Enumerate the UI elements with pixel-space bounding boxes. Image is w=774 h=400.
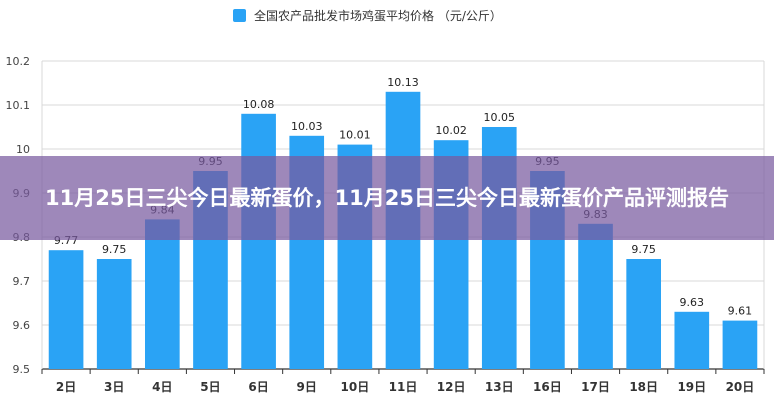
data-label: 9.75 [102, 243, 127, 256]
bar [48, 250, 84, 369]
x-tick-label: 20日 [726, 380, 755, 394]
x-tick-label: 10日 [341, 380, 370, 394]
data-label: 10.13 [387, 76, 419, 89]
legend-label: 全国农产品批发市场鸡蛋平均价格 （元/公斤） [254, 8, 502, 23]
data-label: 10.08 [243, 98, 275, 111]
data-label: 10.03 [291, 120, 323, 133]
y-tick-label: 9.6 [13, 319, 31, 332]
bar [626, 259, 661, 369]
y-tick-label: 10 [16, 143, 30, 156]
legend-swatch [233, 9, 246, 22]
data-label: 10.01 [339, 129, 371, 142]
y-tick-label: 9.7 [13, 275, 31, 288]
x-tick-label: 18日 [629, 380, 658, 394]
x-tick-label: 13日 [485, 380, 514, 394]
bar [241, 113, 276, 369]
x-axis-ticks: 2日 3日 4日 5日 6日 9日 10日 11日 12日 13日 16日 17日 18日 19日 20日 [41, 369, 765, 394]
y-tick-label: 9.5 [13, 363, 31, 376]
bar [96, 259, 132, 369]
data-label: 10.02 [435, 124, 467, 137]
bar [145, 219, 180, 369]
data-label: 9.75 [631, 243, 656, 256]
x-tick-label: 19日 [677, 380, 706, 394]
x-tick-label: 12日 [437, 380, 466, 394]
x-tick-label: 11日 [389, 380, 418, 394]
legend: 全国农产品批发市场鸡蛋平均价格 （元/公斤） [233, 8, 502, 23]
x-tick-label: 2日 [56, 380, 76, 394]
x-tick-label: 5日 [200, 380, 220, 394]
x-tick-label: 9日 [297, 380, 317, 394]
y-axis-ticks: 9.59.69.79.89.91010.110.2 [6, 55, 31, 376]
x-tick-label: 4日 [152, 380, 172, 394]
bar [578, 223, 613, 369]
data-label: 9.63 [680, 296, 705, 309]
y-tick-label: 10.2 [6, 55, 31, 68]
data-label: 9.61 [728, 305, 753, 318]
page-title: 11月25日三尖今日最新蛋价，11月25日三尖今日最新蛋价产品评测报告 [45, 186, 729, 210]
bar [722, 320, 758, 369]
title-banner: 11月25日三尖今日最新蛋价，11月25日三尖今日最新蛋价产品评测报告 [0, 156, 774, 240]
x-tick-label: 17日 [581, 380, 610, 394]
x-tick-label: 3日 [104, 380, 124, 394]
bar [674, 311, 710, 369]
data-label: 10.05 [484, 111, 516, 124]
y-tick-label: 10.1 [6, 99, 31, 112]
x-tick-label: 6日 [248, 380, 268, 394]
x-tick-label: 16日 [533, 380, 562, 394]
